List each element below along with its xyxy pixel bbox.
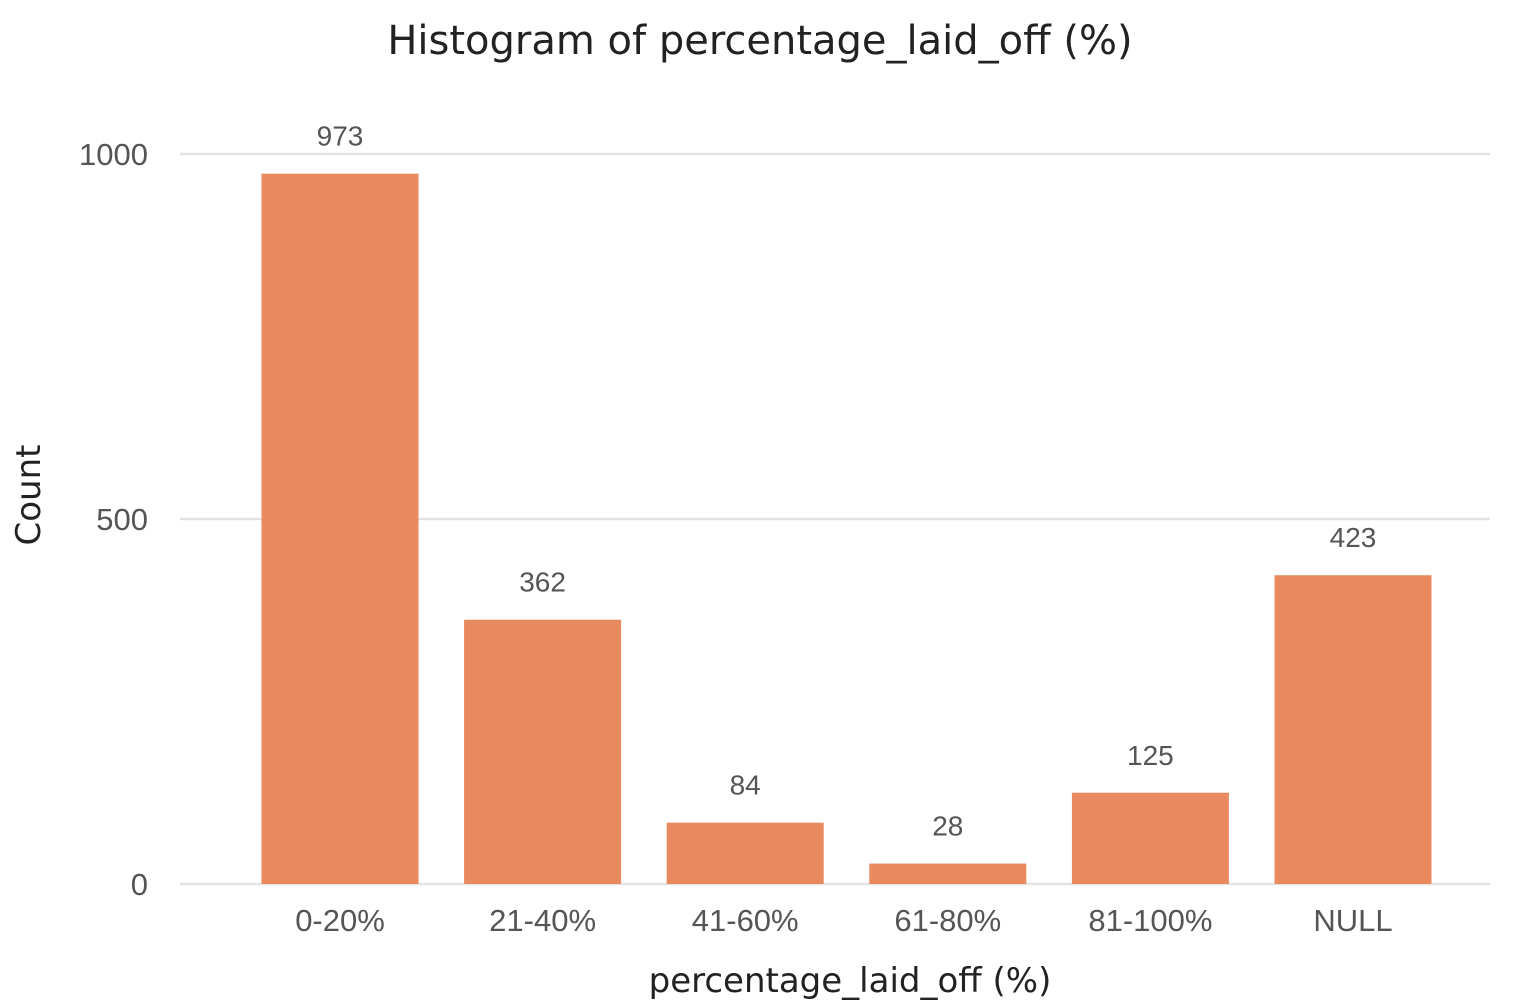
x-axis-title: percentage_laid_off (%): [649, 961, 1052, 1001]
y-axis-ticks: 0 500 1000: [79, 137, 148, 902]
bar: [1071, 792, 1229, 884]
bar: [1274, 575, 1432, 884]
data-label: 28: [932, 811, 963, 842]
chart-title: Histogram of percentage_laid_off (%): [387, 18, 1132, 64]
data-label: 362: [519, 567, 566, 598]
y-tick-label: 1000: [79, 137, 148, 172]
x-tick-label: NULL: [1313, 903, 1392, 938]
x-tick-label: 0-20%: [295, 903, 385, 938]
data-label: 125: [1127, 740, 1174, 771]
y-axis-title: Count: [9, 445, 49, 546]
x-tick-label: 81-100%: [1088, 903, 1212, 938]
x-tick-label: 41-60%: [692, 903, 799, 938]
x-tick-label: 61-80%: [894, 903, 1001, 938]
bar: [869, 863, 1027, 884]
bar: [666, 822, 824, 884]
y-tick-label: 500: [96, 502, 148, 537]
x-axis-ticks: 0-20% 21-40% 41-60% 61-80% 81-100% NULL: [295, 903, 1392, 938]
data-label: 423: [1330, 522, 1377, 553]
bars: [261, 173, 1432, 884]
data-label: 973: [317, 121, 364, 152]
bar: [464, 619, 622, 884]
y-tick-label: 0: [131, 867, 148, 902]
data-labels: 973 362 84 28 125 423: [317, 121, 1377, 842]
bar: [261, 173, 419, 884]
x-tick-label: 21-40%: [489, 903, 596, 938]
data-label: 84: [730, 770, 761, 801]
